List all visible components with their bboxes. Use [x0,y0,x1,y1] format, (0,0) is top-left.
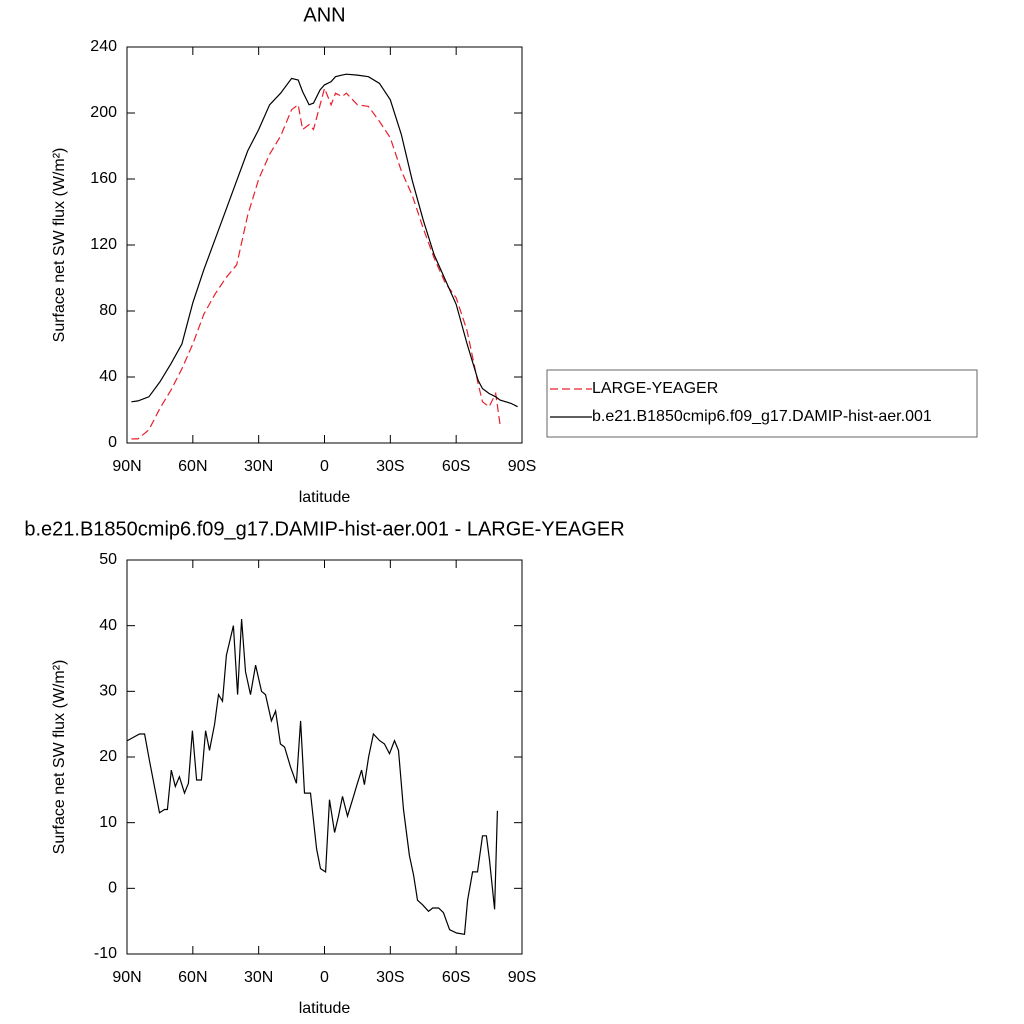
data-line [131,86,501,440]
chart-title: ANN [303,4,345,26]
y-axis-label: Surface net SW flux (W/m²) [51,148,68,343]
y-tick-label: 0 [108,880,117,897]
y-tick-label: 30 [99,683,117,700]
y-tick-label: 20 [99,748,117,765]
x-tick-label: 0 [320,969,329,986]
y-tick-label: 200 [90,104,117,121]
y-tick-label: 50 [99,551,117,568]
y-axis-label: Surface net SW flux (W/m²) [51,660,68,855]
x-tick-label: 90S [508,458,536,475]
x-axis-label: latitude [299,489,351,506]
y-tick-label: 240 [90,38,117,55]
legend-label: LARGE-YEAGER [592,380,718,397]
legend-label: b.e21.B1850cmip6.f09_g17.DAMIP-hist-aer.… [592,408,932,425]
x-tick-label: 30N [244,458,273,475]
x-tick-label: 30N [244,969,273,986]
x-tick-label: 60S [442,969,470,986]
y-tick-label: 10 [99,814,117,831]
data-line [127,619,498,935]
x-tick-label: 90N [112,969,141,986]
x-axis-label: latitude [299,1000,351,1017]
y-tick-label: 40 [99,368,117,385]
x-tick-label: 30S [376,969,404,986]
legend: LARGE-YEAGER b.e21.B1850cmip6.f09_g17.DAM… [546,369,978,438]
legend-box [546,369,978,438]
x-tick-label: 0 [320,458,329,475]
data-line [131,73,518,408]
y-tick-label: 80 [99,302,117,319]
plot-frame [126,559,523,955]
chart-title: b.e21.B1850cmip6.f09_g17.DAMIP-hist-aer.… [24,518,624,540]
plot-frame [126,46,523,444]
y-tick-label: -10 [94,945,117,962]
y-tick-label: 40 [99,617,117,634]
x-tick-label: 30S [376,458,404,475]
x-tick-label: 90S [508,969,536,986]
y-tick-label: 160 [90,170,117,187]
y-tick-label: 120 [90,236,117,253]
x-tick-label: 90N [112,458,141,475]
y-tick-label: 0 [108,434,117,451]
x-tick-label: 60N [178,969,207,986]
x-tick-label: 60N [178,458,207,475]
x-tick-label: 60S [442,458,470,475]
